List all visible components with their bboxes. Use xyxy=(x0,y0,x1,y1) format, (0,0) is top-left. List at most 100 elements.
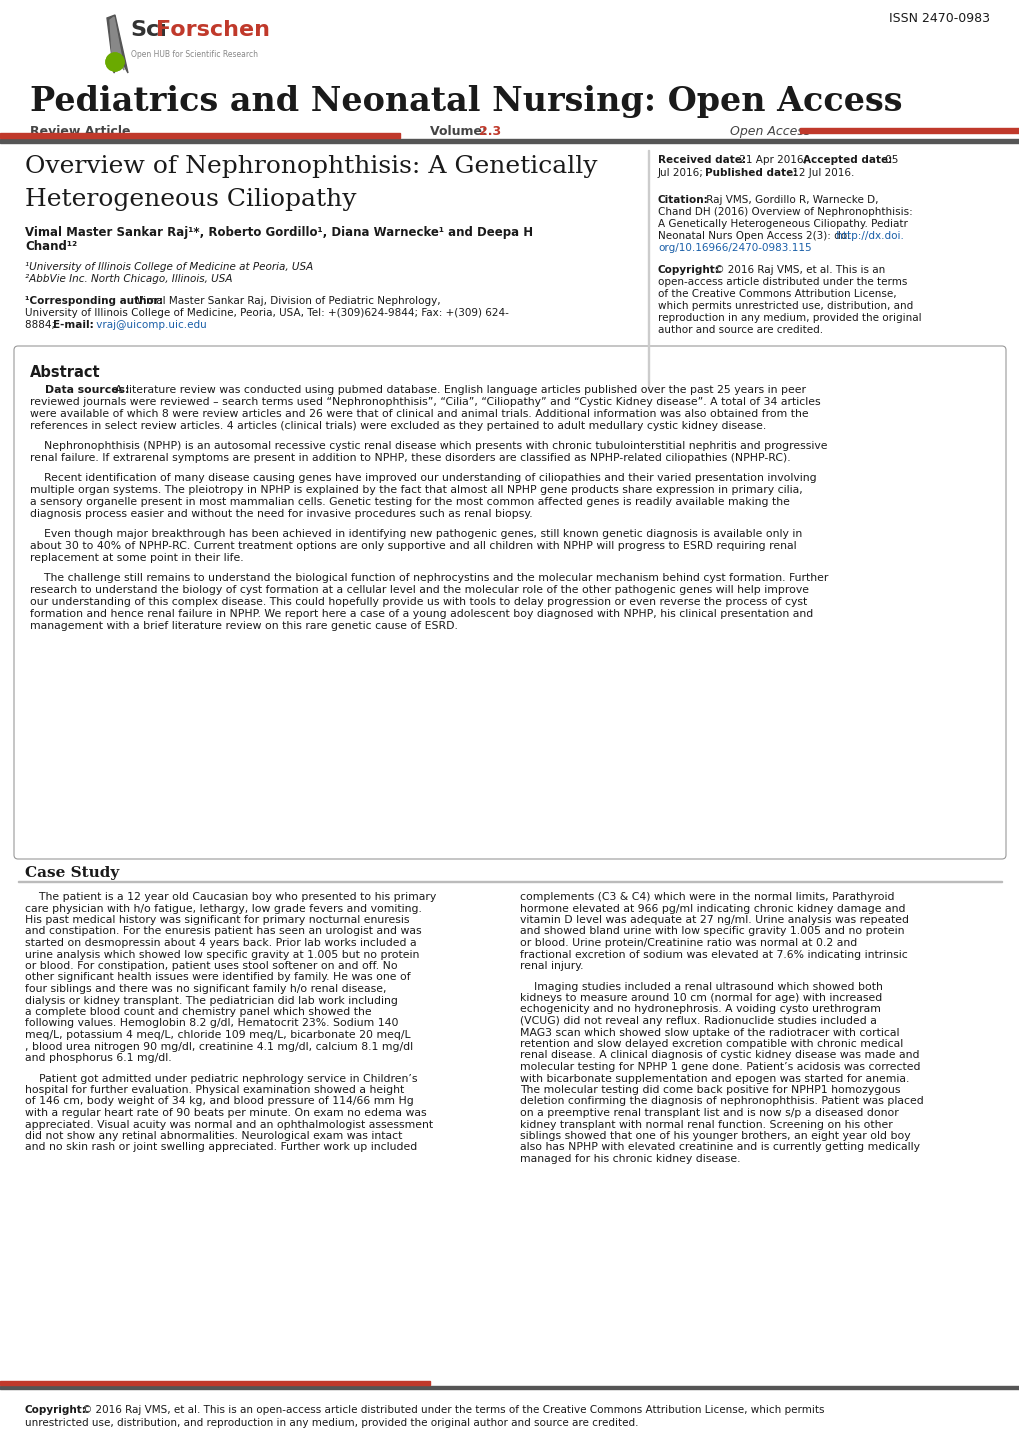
Text: A Genetically Heterogeneous Ciliopathy. Pediatr: A Genetically Heterogeneous Ciliopathy. … xyxy=(657,219,907,229)
Text: Data sources:: Data sources: xyxy=(30,385,129,395)
Text: of 146 cm, body weight of 34 kg, and blood pressure of 114/66 mm Hg: of 146 cm, body weight of 34 kg, and blo… xyxy=(25,1096,414,1106)
Bar xyxy=(0,138,1019,143)
FancyBboxPatch shape xyxy=(14,346,1005,859)
Text: ²AbbVie Inc. North Chicago, Illinois, USA: ²AbbVie Inc. North Chicago, Illinois, US… xyxy=(25,274,232,284)
Text: Case Study: Case Study xyxy=(25,867,119,880)
Text: siblings showed that one of his younger brothers, an eight year old boy: siblings showed that one of his younger … xyxy=(520,1131,910,1141)
Text: diagnosis process easier and without the need for invasive procedures such as re: diagnosis process easier and without the… xyxy=(30,509,532,519)
Text: meq/L, potassium 4 meq/L, chloride 109 meq/L, bicarbonate 20 meq/L: meq/L, potassium 4 meq/L, chloride 109 m… xyxy=(25,1030,411,1040)
Text: reviewed journals were reviewed – search terms used “Nephronophthisis”, “Cilia”,: reviewed journals were reviewed – search… xyxy=(30,397,820,407)
Text: also has NPHP with elevated creatinine and is currently getting medically: also has NPHP with elevated creatinine a… xyxy=(520,1142,919,1152)
Text: our understanding of this complex disease. This could hopefully provide us with : our understanding of this complex diseas… xyxy=(30,597,806,607)
Text: Open Access: Open Access xyxy=(730,125,809,138)
Text: renal disease. A clinical diagnosis of cystic kidney disease was made and: renal disease. A clinical diagnosis of c… xyxy=(520,1051,918,1060)
Text: care physician with h/o fatigue, lethargy, low grade fevers and vomiting.: care physician with h/o fatigue, letharg… xyxy=(25,904,422,913)
Text: renal failure. If extrarenal symptoms are present in addition to NPHP, these dis: renal failure. If extrarenal symptoms ar… xyxy=(30,453,790,463)
Text: vraj@uicomp.uic.edu: vraj@uicomp.uic.edu xyxy=(93,320,207,330)
Text: and no skin rash or joint swelling appreciated. Further work up included: and no skin rash or joint swelling appre… xyxy=(25,1142,417,1152)
Text: Heterogeneous Ciliopathy: Heterogeneous Ciliopathy xyxy=(25,187,357,211)
Text: Even though major breakthrough has been achieved in identifying new pathogenic g: Even though major breakthrough has been … xyxy=(30,529,802,539)
Text: (VCUG) did not reveal any reflux. Radionuclide studies included a: (VCUG) did not reveal any reflux. Radion… xyxy=(520,1017,876,1027)
Text: kidney transplant with normal renal function. Screening on his other: kidney transplant with normal renal func… xyxy=(520,1119,892,1129)
Text: about 30 to 40% of NPHP-RC. Current treatment options are only supportive and al: about 30 to 40% of NPHP-RC. Current trea… xyxy=(30,541,796,551)
Polygon shape xyxy=(110,17,124,71)
Text: other significant health issues were identified by family. He was one of: other significant health issues were ide… xyxy=(25,972,411,982)
Bar xyxy=(799,128,1019,133)
Text: Sci: Sci xyxy=(129,20,167,40)
Text: Nephronophthisis (NPHP) is an autosomal recessive cystic renal disease which pre: Nephronophthisis (NPHP) is an autosomal … xyxy=(30,441,826,451)
Text: Recent identification of many disease causing genes have improved our understand: Recent identification of many disease ca… xyxy=(30,473,816,483)
Text: four siblings and there was no significant family h/o renal disease,: four siblings and there was no significa… xyxy=(25,983,386,994)
Text: Imaging studies included a renal ultrasound which showed both: Imaging studies included a renal ultraso… xyxy=(520,982,882,992)
Text: Open HUB for Scientific Research: Open HUB for Scientific Research xyxy=(130,50,258,59)
Text: hormone elevated at 966 pg/ml indicating chronic kidney damage and: hormone elevated at 966 pg/ml indicating… xyxy=(520,904,905,913)
Text: , blood urea nitrogen 90 mg/dl, creatinine 4.1 mg/dl, calcium 8.1 mg/dl: , blood urea nitrogen 90 mg/dl, creatini… xyxy=(25,1041,413,1051)
Text: 21 Apr 2016;: 21 Apr 2016; xyxy=(736,154,809,164)
Text: http://dx.doi.: http://dx.doi. xyxy=(833,231,903,241)
Text: were available of which 8 were review articles and 26 were that of clinical and : were available of which 8 were review ar… xyxy=(30,410,808,420)
Text: ¹Corresponding author:: ¹Corresponding author: xyxy=(25,296,163,306)
Text: started on desmopressin about 4 years back. Prior lab works included a: started on desmopressin about 4 years ba… xyxy=(25,937,416,947)
Text: a complete blood count and chemistry panel which showed the: a complete blood count and chemistry pan… xyxy=(25,1007,371,1017)
Text: with bicarbonate supplementation and epogen was started for anemia.: with bicarbonate supplementation and epo… xyxy=(520,1073,909,1083)
Bar xyxy=(0,1386,1019,1389)
Text: or blood. For constipation, patient uses stool softener on and off. No: or blood. For constipation, patient uses… xyxy=(25,960,397,970)
Text: renal injury.: renal injury. xyxy=(520,960,583,970)
Text: references in select review articles. 4 articles (clinical trials) were excluded: references in select review articles. 4 … xyxy=(30,421,765,431)
Text: reproduction in any medium, provided the original: reproduction in any medium, provided the… xyxy=(657,313,921,323)
Text: Copyright:: Copyright: xyxy=(657,265,719,275)
Text: with a regular heart rate of 90 beats per minute. On exam no edema was: with a regular heart rate of 90 beats pe… xyxy=(25,1107,426,1118)
Text: Raj VMS, Gordillo R, Warnecke D,: Raj VMS, Gordillo R, Warnecke D, xyxy=(702,195,877,205)
Circle shape xyxy=(106,53,124,71)
Text: Volume:: Volume: xyxy=(430,125,491,138)
Text: © 2016 Raj VMS, et al. This is an open-access article distributed under the term: © 2016 Raj VMS, et al. This is an open-a… xyxy=(82,1405,823,1415)
Text: Chand DH (2016) Overview of Nephronophthisis:: Chand DH (2016) Overview of Nephronophth… xyxy=(657,208,912,216)
Text: author and source are credited.: author and source are credited. xyxy=(657,324,822,335)
Text: molecular testing for NPHP 1 gene done. Patient’s acidosis was corrected: molecular testing for NPHP 1 gene done. … xyxy=(520,1061,919,1071)
Text: deletion confirming the diagnosis of nephronophthisis. Patient was placed: deletion confirming the diagnosis of nep… xyxy=(520,1096,923,1106)
Text: Vimal Master Sankar Raj¹*, Roberto Gordillo¹, Diana Warnecke¹ and Deepa H: Vimal Master Sankar Raj¹*, Roberto Gordi… xyxy=(25,226,533,239)
Text: dialysis or kidney transplant. The pediatrician did lab work including: dialysis or kidney transplant. The pedia… xyxy=(25,995,397,1005)
Text: E-mail:: E-mail: xyxy=(53,320,94,330)
Text: © 2016 Raj VMS, et al. This is an: © 2016 Raj VMS, et al. This is an xyxy=(710,265,884,275)
Text: 2.3: 2.3 xyxy=(479,125,500,138)
Text: or blood. Urine protein/Creatinine ratio was normal at 0.2 and: or blood. Urine protein/Creatinine ratio… xyxy=(520,937,856,947)
Text: and showed bland urine with low specific gravity 1.005 and no protein: and showed bland urine with low specific… xyxy=(520,927,904,936)
Text: 12 Jul 2016.: 12 Jul 2016. xyxy=(789,169,854,177)
Text: The challenge still remains to understand the biological function of nephrocysti: The challenge still remains to understan… xyxy=(30,572,827,583)
Text: Accepted date:: Accepted date: xyxy=(802,154,892,164)
Polygon shape xyxy=(107,14,127,74)
Text: research to understand the biology of cyst formation at a cellular level and the: research to understand the biology of cy… xyxy=(30,585,808,596)
Text: Jul 2016;: Jul 2016; xyxy=(657,169,706,177)
Text: urine analysis which showed low specific gravity at 1.005 but no protein: urine analysis which showed low specific… xyxy=(25,949,419,959)
Text: management with a brief literature review on this rare genetic cause of ESRD.: management with a brief literature revie… xyxy=(30,622,458,632)
Text: unrestricted use, distribution, and reproduction in any medium, provided the ori: unrestricted use, distribution, and repr… xyxy=(25,1417,638,1428)
Text: org/10.16966/2470-0983.115: org/10.16966/2470-0983.115 xyxy=(657,244,811,252)
Text: Overview of Nephronophthisis: A Genetically: Overview of Nephronophthisis: A Genetica… xyxy=(25,154,597,177)
Text: MAG3 scan which showed slow uptake of the radiotracer with cortical: MAG3 scan which showed slow uptake of th… xyxy=(520,1028,899,1037)
Text: Citation:: Citation: xyxy=(657,195,708,205)
Text: managed for his chronic kidney disease.: managed for his chronic kidney disease. xyxy=(520,1154,740,1164)
Text: His past medical history was significant for primary nocturnal enuresis: His past medical history was significant… xyxy=(25,916,409,924)
Text: Published date:: Published date: xyxy=(704,169,797,177)
Text: Neonatal Nurs Open Access 2(3): doi: Neonatal Nurs Open Access 2(3): doi xyxy=(657,231,849,241)
Text: Chand¹²: Chand¹² xyxy=(25,239,77,252)
Text: The molecular testing did come back positive for NPHP1 homozygous: The molecular testing did come back posi… xyxy=(520,1084,900,1094)
Text: Received date:: Received date: xyxy=(657,154,745,164)
Text: A literature review was conducted using pubmed database. English language articl: A literature review was conducted using … xyxy=(115,385,805,395)
Text: Vimal Master Sankar Raj, Division of Pediatric Nephrology,: Vimal Master Sankar Raj, Division of Ped… xyxy=(132,296,440,306)
Text: multiple organ systems. The pleiotropy in NPHP is explained by the fact that alm: multiple organ systems. The pleiotropy i… xyxy=(30,485,802,495)
Text: following values. Hemoglobin 8.2 g/dl, Hematocrit 23%. Sodium 140: following values. Hemoglobin 8.2 g/dl, H… xyxy=(25,1018,398,1028)
Text: replacement at some point in their life.: replacement at some point in their life. xyxy=(30,552,244,562)
Text: fractional excretion of sodium was elevated at 7.6% indicating intrinsic: fractional excretion of sodium was eleva… xyxy=(520,949,907,959)
Text: appreciated. Visual acuity was normal and an ophthalmologist assessment: appreciated. Visual acuity was normal an… xyxy=(25,1119,433,1129)
Text: and constipation. For the enuresis patient has seen an urologist and was: and constipation. For the enuresis patie… xyxy=(25,927,421,936)
Text: and phosphorus 6.1 mg/dl.: and phosphorus 6.1 mg/dl. xyxy=(25,1053,171,1063)
Text: open-access article distributed under the terms: open-access article distributed under th… xyxy=(657,277,907,287)
Text: which permits unrestricted use, distribution, and: which permits unrestricted use, distribu… xyxy=(657,301,912,311)
Circle shape xyxy=(106,53,124,71)
Text: Review Article: Review Article xyxy=(30,125,130,138)
Text: 8884;: 8884; xyxy=(25,320,58,330)
Text: 05: 05 xyxy=(881,154,898,164)
Text: vitamin D level was adequate at 27 ng/ml. Urine analysis was repeated: vitamin D level was adequate at 27 ng/ml… xyxy=(520,916,908,924)
